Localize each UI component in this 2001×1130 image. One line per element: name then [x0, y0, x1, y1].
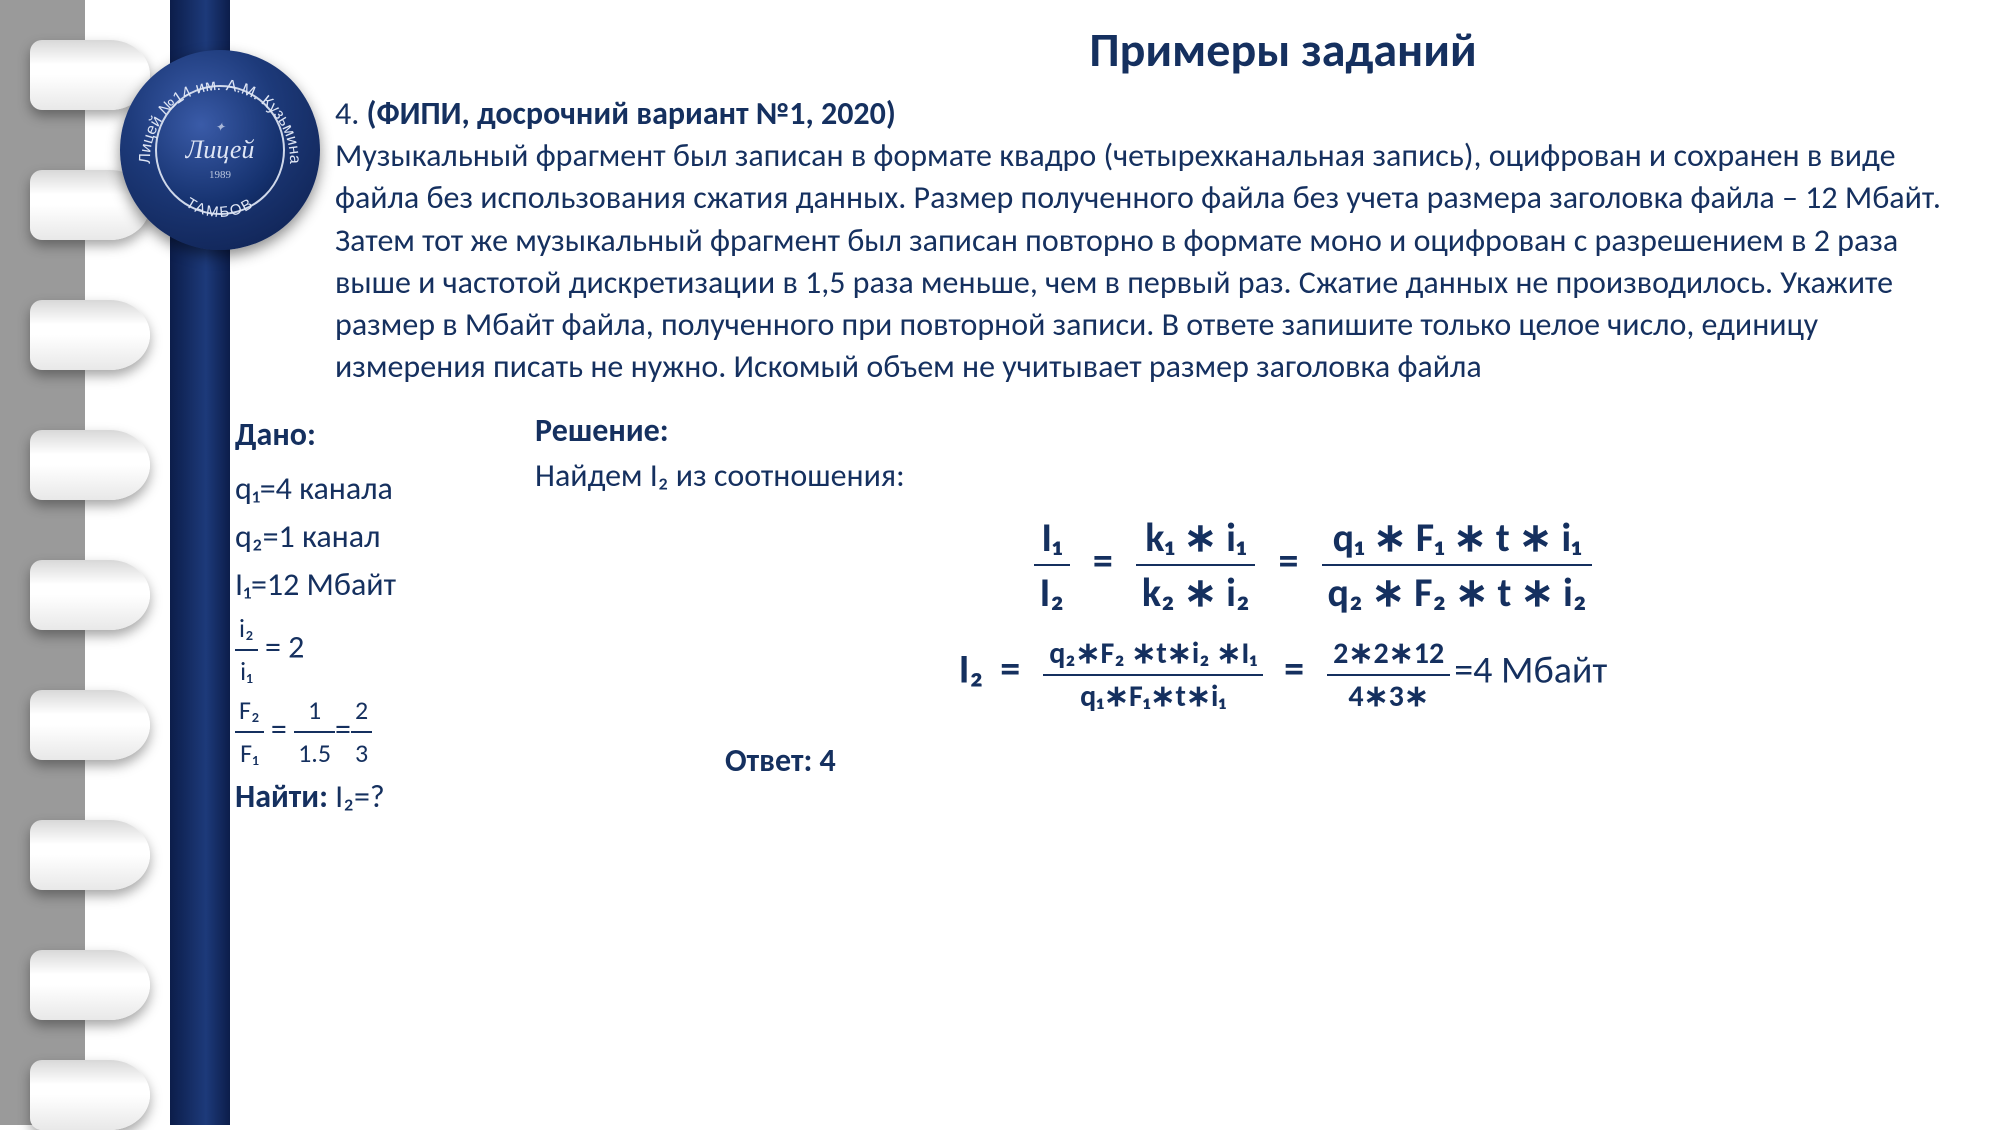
find-line: Найти: I₂=? [235, 773, 535, 821]
given-ratio-F: F₂F₁ = 11.5=23 [235, 691, 535, 773]
given-label: Дано: [235, 411, 535, 459]
binder-ring [30, 820, 150, 890]
answer: Ответ: 4 [725, 741, 1971, 780]
problem-statement: 4. (ФИПИ, досрочний вариант №1, 2020) Му… [335, 93, 1971, 389]
binder-ring [30, 690, 150, 760]
given-ratio-i: i₂i₁ = 2 [235, 609, 535, 691]
solution-label: Решение: [535, 411, 1971, 450]
school-logo: Лицей №14 им. А.М. Кузьмина ТАМБОВ ✦ Лиц… [120, 50, 320, 250]
given-q1: q₁=4 канала [235, 465, 535, 513]
solution-line1: Найдем I₂ из соотношения: [535, 456, 1971, 495]
given-block: Дано: q₁=4 канала q₂=1 канал I₁=12 Мбайт… [235, 411, 535, 821]
solution-block: Решение: Найдем I₂ из соотношения: I₁I₂ … [535, 411, 1971, 821]
binder-ring [30, 560, 150, 630]
page-title: Примеры заданий [595, 20, 1971, 79]
equation-1: I₁I₂ = k₁ ∗ i₁k₂ ∗ i₂ = q₁ ∗ F₁ ∗ t ∗ i₁… [655, 513, 1971, 617]
svg-text:ТАМБОВ: ТАМБОВ [183, 195, 257, 222]
logo-ring-text: Лицей №14 им. А.М. Кузьмина ТАМБОВ [120, 50, 320, 250]
given-I1: I₁=12 Мбайт [235, 561, 535, 609]
equation-2: I₂ = q₂∗F₂ ∗t∗i₂ ∗I₁q₁∗F₁∗t∗i₁ = 2∗2∗124… [595, 635, 1971, 715]
task-source: (ФИПИ, досрочний вариант №1, 2020) [367, 94, 896, 133]
main-content: Примеры заданий 4. (ФИПИ, досрочний вари… [335, 20, 1971, 821]
task-number: 4. [335, 94, 359, 133]
given-q2: q₂=1 канал [235, 513, 535, 561]
binder-ring [30, 1060, 150, 1130]
binder-ring [30, 300, 150, 370]
binder-ring [30, 950, 150, 1020]
binder-ring [30, 430, 150, 500]
task-text: Музыкальный фрагмент был записан в форма… [335, 136, 1941, 386]
